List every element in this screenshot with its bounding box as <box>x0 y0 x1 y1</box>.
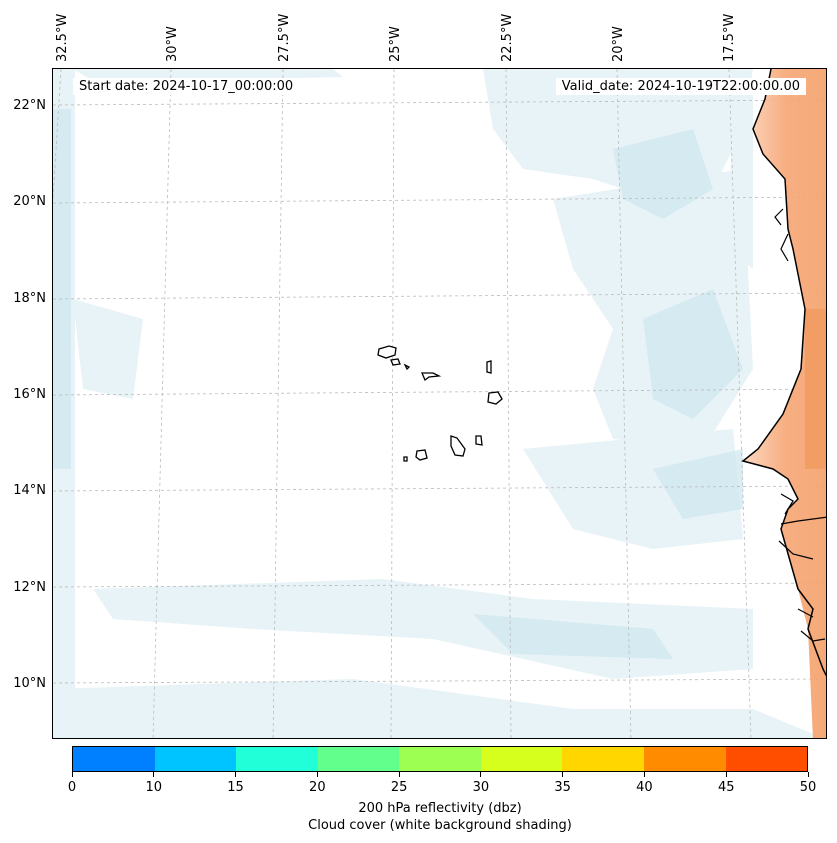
colorbar-segment <box>73 747 155 771</box>
cloud-cover-layer-dense <box>53 109 743 659</box>
graticule <box>53 69 826 738</box>
land-reflectivity-band <box>805 309 826 469</box>
colorbar-segment <box>399 747 481 771</box>
map-canvas <box>53 69 826 738</box>
latitude-label: 18°N <box>13 291 46 306</box>
start-date-label: Start date: 2024-10-17_00:00:00 <box>73 78 300 95</box>
island-santo-antao <box>377 345 397 359</box>
longitude-label: 32.5°W <box>55 13 70 62</box>
latitude-label: 12°N <box>13 580 46 595</box>
colorbar-tick-label: 25 <box>390 780 408 795</box>
island-santiago <box>450 435 466 457</box>
colorbar-tick-mark <box>480 772 482 777</box>
island-santa-luzia <box>403 363 411 371</box>
longitude-label: 20°W <box>611 26 626 62</box>
colorbar-tick-label: 15 <box>227 780 244 795</box>
colorbar-tick-mark <box>807 772 809 777</box>
cloud-cover-layer <box>53 69 824 738</box>
colorbar-segment <box>562 747 644 771</box>
colorbar-subtitle: Cloud cover (white background shading) <box>308 818 572 833</box>
land-reflectivity-shading <box>743 69 826 738</box>
island-sal <box>486 360 492 374</box>
colorbar-segment <box>317 747 400 771</box>
longitude-label: 27.5°W <box>277 13 292 62</box>
island-boa-vista <box>487 391 503 405</box>
longitude-label: 25°W <box>388 26 403 62</box>
colorbar-segment <box>643 747 726 771</box>
coastline <box>741 69 826 677</box>
latitude-label: 20°N <box>13 194 46 209</box>
island-maio <box>475 435 483 446</box>
colorbar-tick-label: 50 <box>799 780 817 795</box>
colorbar-tick-label: 35 <box>554 780 571 795</box>
colorbar-tick-mark <box>643 772 645 777</box>
colorbar-tick-mark <box>562 772 564 777</box>
colorbar-tick-label: 45 <box>717 780 735 795</box>
latitude-label: 16°N <box>13 387 46 402</box>
latitude-label: 10°N <box>13 676 46 691</box>
map-panel[interactable]: Start date: 2024-10-17_00:00:00 Valid_da… <box>52 68 827 739</box>
latitude-label: 14°N <box>13 483 46 498</box>
coastline-detail <box>774 208 826 642</box>
colorbar-segment <box>236 747 318 771</box>
colorbar-segment <box>725 747 808 771</box>
colorbar-tick-mark <box>725 772 727 777</box>
colorbar-title: 200 hPa reflectivity (dbz) <box>358 801 522 816</box>
island-sao-nicolau <box>421 372 442 382</box>
colorbar-tick-label: 40 <box>636 780 653 795</box>
colorbar-tick-mark <box>316 772 318 777</box>
island-sao-vicente <box>390 358 401 366</box>
colorbar-tick-mark <box>153 772 155 777</box>
longitude-label: 17.5°W <box>722 13 737 62</box>
longitude-label: 22.5°W <box>500 13 515 62</box>
colorbar-tick-label: 30 <box>472 780 490 795</box>
reflectivity-colorbar <box>72 746 808 772</box>
cape-verde-islands <box>377 345 503 462</box>
colorbar-tick-mark <box>398 772 400 777</box>
longitude-label: 30°W <box>165 26 180 62</box>
colorbar-segment <box>480 747 563 771</box>
latitude-label: 22°N <box>13 98 46 113</box>
colorbar-tick-label: 0 <box>67 780 77 795</box>
island-brava <box>403 456 408 462</box>
colorbar-tick-label: 20 <box>309 780 326 795</box>
valid-date-label: Valid_date: 2024-10-19T22:00:00.00 <box>555 78 806 95</box>
island-fogo <box>415 449 428 461</box>
colorbar-tick-mark <box>235 772 237 777</box>
colorbar-segment <box>154 747 237 771</box>
colorbar-tick-mark <box>71 772 73 777</box>
colorbar-tick-label: 10 <box>145 780 163 795</box>
